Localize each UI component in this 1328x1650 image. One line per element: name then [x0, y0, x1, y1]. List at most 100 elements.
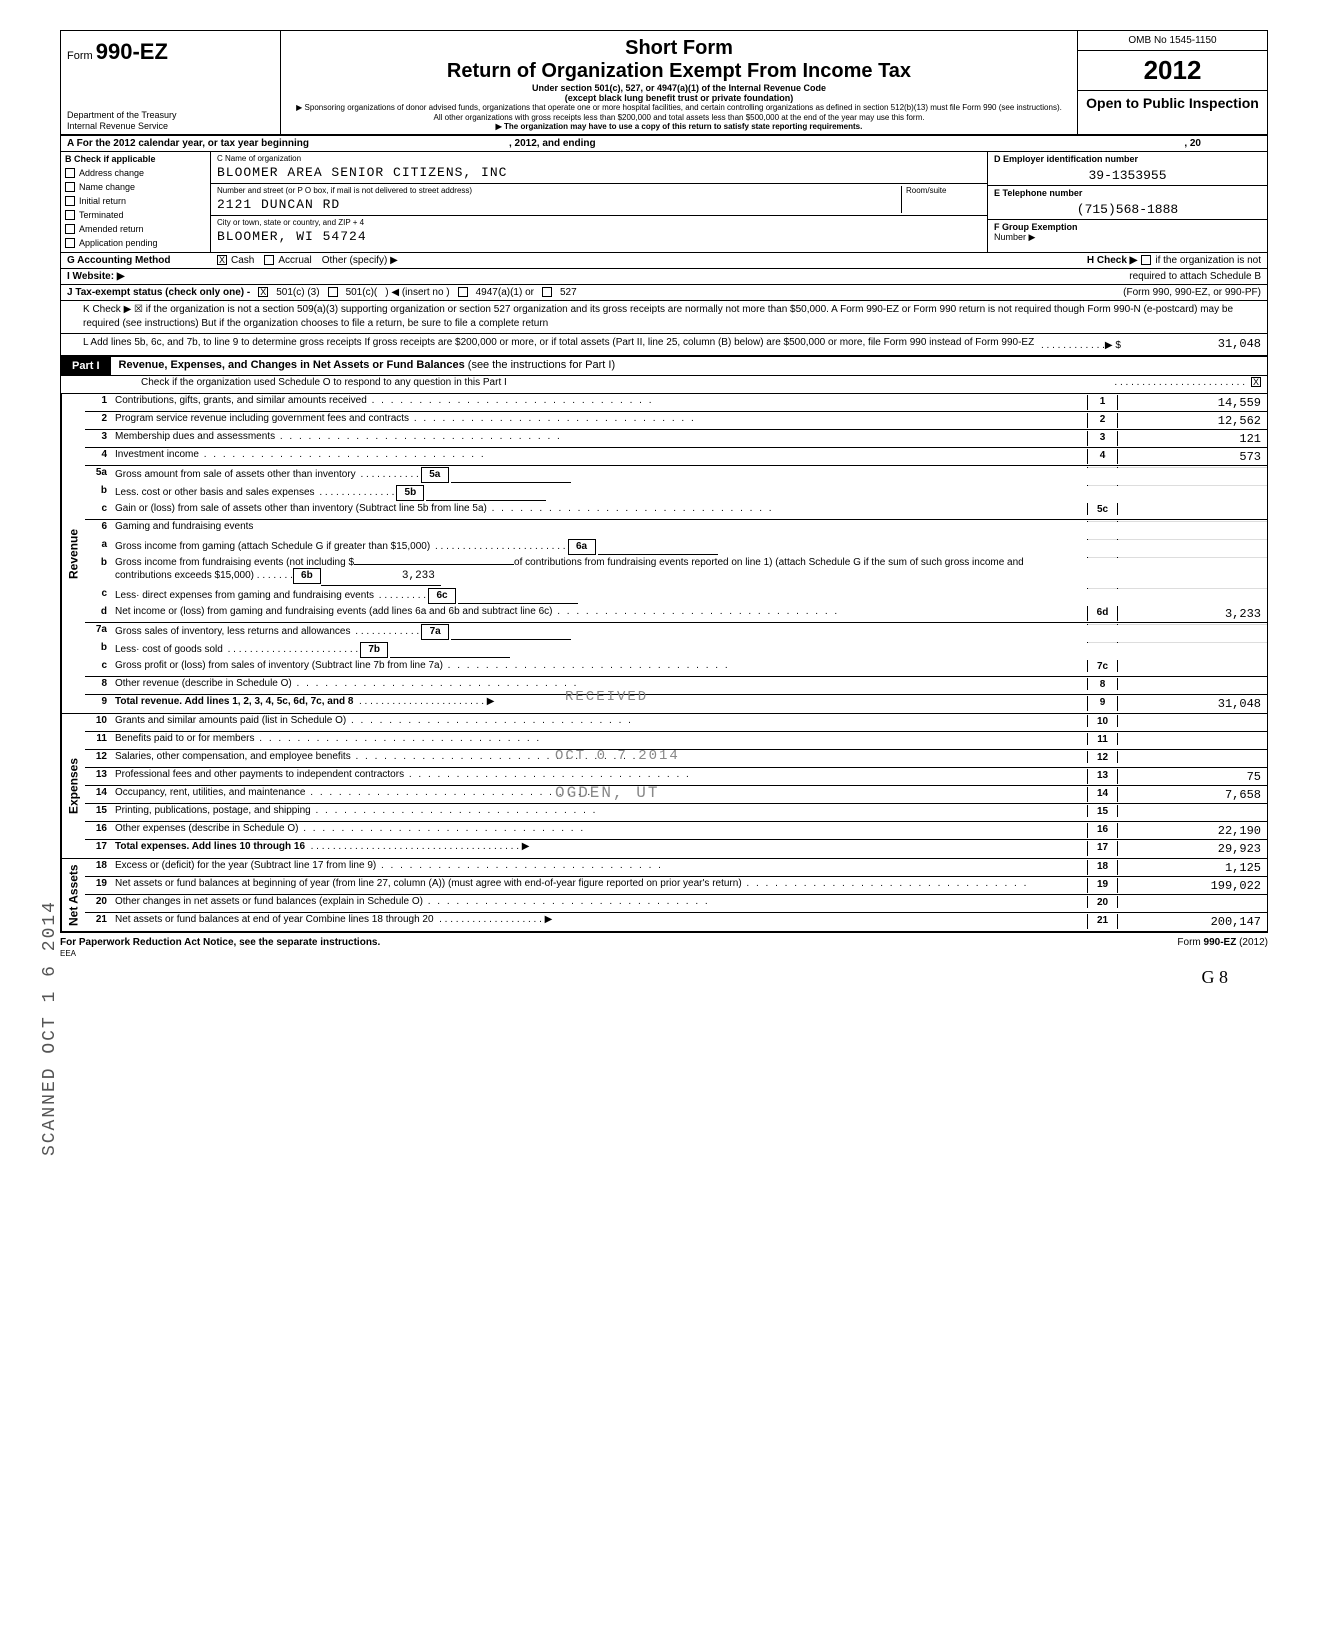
line-6d-text: Net income or (loss) from gaming and fun… — [115, 606, 1087, 617]
label-phone: E Telephone number — [994, 188, 1261, 198]
label-city: City or town, state or country, and ZIP … — [217, 218, 981, 227]
department: Department of the Treasury Internal Reve… — [67, 110, 274, 132]
line-18-text: Excess or (deficit) for the year (Subtra… — [115, 860, 1087, 871]
revenue-section: Revenue 1Contributions, gifts, grants, a… — [60, 394, 1268, 714]
scanned-stamp: SCANNED OCT 1 6 2014 — [40, 900, 60, 1156]
checkbox-accrual[interactable] — [264, 255, 274, 265]
label-pending: Application pending — [79, 238, 158, 248]
line-14-val: 7,658 — [1118, 787, 1267, 802]
label-ein: D Employer identification number — [994, 154, 1261, 164]
line-8-text: Other revenue (describe in Schedule O) — [115, 678, 1087, 689]
checkbox-501c[interactable] — [328, 287, 338, 297]
line-6-text: Gaming and fundraising events — [115, 521, 1087, 532]
footer: For Paperwork Reduction Act Notice, see … — [60, 933, 1268, 959]
value-address: 2121 DUNCAN RD — [217, 195, 901, 212]
side-revenue: Revenue — [61, 394, 85, 713]
line-9-text: Total revenue. Add lines 1, 2, 3, 4, 5c,… — [115, 696, 353, 707]
short-form-label: Short Form — [291, 37, 1067, 60]
line-17-text: Total expenses. Add lines 10 through 16 — [115, 841, 305, 852]
line-6a-val — [598, 539, 718, 555]
line-18-val: 1,125 — [1118, 860, 1267, 875]
expenses-section: Expenses 10Grants and similar amounts pa… — [60, 714, 1268, 859]
value-ein: 39-1353955 — [994, 164, 1261, 183]
label-h-check: H Check ▶ — [1087, 255, 1137, 266]
footer-eea: EEA — [60, 949, 76, 958]
line-7b-text: Less· cost of goods sold — [115, 644, 223, 655]
row-i: I Website: ▶ required to attach Schedule… — [60, 269, 1268, 285]
line-4-text: Investment income — [115, 449, 1087, 460]
label-h-text: if the organization is not — [1155, 255, 1261, 266]
line-9-val: 31,048 — [1118, 696, 1267, 711]
line-5a-text: Gross amount from sale of assets other t… — [115, 469, 356, 480]
label-address-change: Address change — [79, 168, 144, 178]
line-6b-val: 3,233 — [321, 570, 441, 586]
form-title: Return of Organization Exempt From Incom… — [291, 60, 1067, 83]
line-5b-text: Less. cost or other basis and sales expe… — [115, 487, 315, 498]
line-15-text: Printing, publications, postage, and shi… — [115, 805, 1087, 816]
line-2-val: 12,562 — [1118, 413, 1267, 428]
checkbox-527[interactable] — [542, 287, 552, 297]
line-6d-val: 3,233 — [1118, 606, 1267, 621]
checkbox-cash[interactable]: X — [217, 255, 227, 265]
label-initial-return: Initial return — [79, 196, 126, 206]
line-5c-text: Gain or (loss) from sale of assets other… — [115, 503, 1087, 514]
part1-label: Part I — [61, 357, 111, 375]
line-10-text: Grants and similar amounts paid (list in… — [115, 715, 1087, 726]
line-7a-text: Gross sales of inventory, less returns a… — [115, 626, 350, 637]
checkbox-name-change[interactable] — [65, 182, 75, 192]
line-6c-text: Less· direct expenses from gaming and fu… — [115, 590, 374, 601]
row-l: L Add lines 5b, 6c, and 7b, to line 9 to… — [60, 334, 1268, 357]
label-amended: Amended return — [79, 224, 144, 234]
line-12-val — [1118, 751, 1267, 763]
header-note2: ▶ The organization may have to use a cop… — [291, 122, 1067, 132]
checkbox-amended[interactable] — [65, 224, 75, 234]
checkbox-4947[interactable] — [458, 287, 468, 297]
line-7c-text: Gross profit or (loss) from sales of inv… — [115, 660, 1087, 671]
checkbox-terminated[interactable] — [65, 210, 75, 220]
line-17-val: 29,923 — [1118, 841, 1267, 856]
checkbox-initial-return[interactable] — [65, 196, 75, 206]
label-group-exemption: F Group Exemption — [994, 222, 1261, 232]
line-11-val — [1118, 733, 1267, 745]
form-subtitle: Under section 501(c), 527, or 4947(a)(1)… — [291, 83, 1067, 93]
line-7c-val — [1118, 660, 1267, 672]
stamp-received: RECEIVED — [565, 689, 648, 705]
line-19-val: 199,022 — [1118, 878, 1267, 893]
footer-left: For Paperwork Reduction Act Notice, see … — [60, 937, 380, 948]
line-8-val — [1118, 678, 1267, 690]
footer-right: Form 990-EZ (2012) — [1177, 937, 1268, 959]
header-note1: ▶ Sponsoring organizations of donor advi… — [291, 103, 1067, 122]
line-5a-val — [451, 467, 571, 483]
line-15-val — [1118, 805, 1267, 817]
row-k: K Check ▶ ☒ if the organization is not a… — [60, 301, 1268, 334]
row-j: J Tax-exempt status (check only one) - X… — [60, 285, 1268, 301]
checkbox-pending[interactable] — [65, 238, 75, 248]
line-6b-text: Gross income from fundraising events (no… — [115, 557, 354, 568]
net-assets-section: Net Assets 18Excess or (deficit) for the… — [60, 859, 1268, 933]
line-20-text: Other changes in net assets or fund bala… — [115, 896, 1087, 907]
stamp-ogden: OGDEN, UT — [555, 784, 659, 802]
dots-check: . . . . . . . . . . . . . . . . . . . . … — [1114, 377, 1245, 388]
section-b-title: B Check if applicable — [61, 152, 210, 166]
checkbox-schedule-o[interactable]: X — [1251, 377, 1261, 387]
org-info-grid: B Check if applicable Address change Nam… — [60, 152, 1268, 253]
omb-number: OMB No 1545-1150 — [1078, 31, 1267, 51]
row-a: A For the 2012 calendar year, or tax yea… — [60, 136, 1268, 152]
label-name-change: Name change — [79, 182, 135, 192]
dots-l: . . . . . . . . . . . . — [1041, 339, 1105, 353]
checkbox-address-change[interactable] — [65, 168, 75, 178]
line-21-val: 200,147 — [1118, 914, 1267, 929]
line-2-text: Program service revenue including govern… — [115, 413, 1087, 424]
checkbox-501c3[interactable]: X — [258, 287, 268, 297]
label-group-number: Number ▶ — [994, 232, 1261, 243]
line-6a-text: Gross income from gaming (attach Schedul… — [115, 541, 430, 552]
line-11-text: Benefits paid to or for members — [115, 733, 1087, 744]
stamp-date: OCT 0 7 2014 — [555, 748, 680, 764]
side-expenses: Expenses — [61, 714, 85, 858]
form-number: Form 990-EZ — [67, 39, 274, 65]
part1-check-row: Check if the organization used Schedule … — [60, 376, 1268, 394]
checkbox-h[interactable] — [1141, 255, 1151, 265]
line-7b-val — [390, 642, 510, 658]
line-5c-val — [1118, 503, 1267, 515]
form-header: Form 990-EZ Department of the Treasury I… — [60, 30, 1268, 136]
